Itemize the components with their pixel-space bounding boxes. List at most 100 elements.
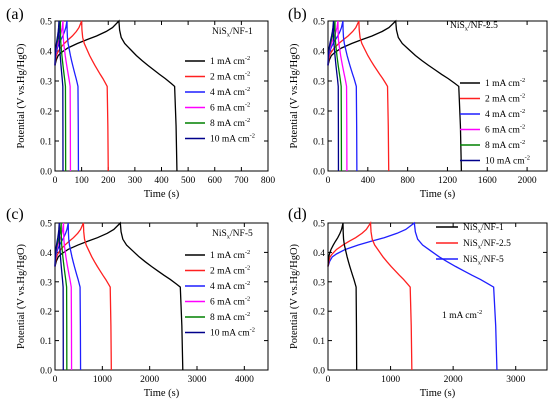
x-axis-label: Time (s) [144,388,180,399]
chart-panel-a: 0 100 200 300 400 500 600 700 800 0.0 0.1 0.2 0.3 0.4… [6,6,275,200]
x-tick-label: 1200 [438,176,457,186]
series-line [327,20,358,172]
legend-entry: NiSx/NF-2.5 [463,239,511,251]
panel-letter: (b) [288,6,307,23]
legend-entry: NiSx/NF-5 [463,255,504,267]
x-tick-label: 100 [75,176,90,186]
legend: NiSx/NF-1 NiSx/NF-2.5 NiSx/NF-5 [436,223,511,267]
x-tick-label: 300 [128,176,143,186]
y-tick-label: 0.3 [40,78,52,88]
y-axis-label: Potential (V vs.Hg/HgO) [16,243,27,349]
x-tick-label: 800 [401,176,416,186]
y-tick-label: 0.1 [40,337,52,347]
legend-entry: 4 mA cm-2 [210,280,250,292]
x-axis-label: Time (s) [144,189,180,200]
series-line [327,222,358,371]
legend-entry: 6 mA cm-2 [210,296,250,308]
x-tick-label: 400 [154,176,169,186]
legend-entry: 10 mA cm-2 [210,327,255,339]
y-tick-label: 0.4 [313,249,325,259]
legend: 1 mA cm-2 2 mA cm-2 4 mA cm-2 6 mA cm-2 8 mA… [460,77,530,167]
legend-entry: 2 mA cm-2 [210,71,250,83]
y-axis-label: Potential (V vs.Hg/HgO) [289,243,300,349]
x-tick-label: 3000 [506,375,525,385]
series-line [327,20,390,172]
y-tick-label: 0.1 [313,138,325,148]
y-tick-label: 0.4 [313,48,325,58]
x-axis-label: Time (s) [420,189,456,200]
x-tick-label: 2000 [518,176,537,186]
y-axis-label: Potential (V vs.Hg/HgO) [289,43,300,149]
material-label: NiSx/NF-2.5 [450,21,498,33]
series-line [327,19,463,172]
panel-letter: (d) [288,206,307,223]
y-tick-label: 0.0 [313,168,325,178]
x-tick-label: 2000 [140,375,159,385]
y-tick-label: 0.4 [40,48,52,58]
series-line [54,222,112,371]
legend-entry: 8 mA cm-2 [210,311,250,323]
y-tick-label: 0.3 [40,278,52,288]
y-tick-label: 0.1 [313,337,325,347]
legend-entry: 4 mA cm-2 [485,108,525,120]
legend-entry: 8 mA cm-2 [485,139,525,151]
y-tick-label: 0.0 [313,367,325,377]
legend-entry: 8 mA cm-2 [210,117,250,129]
legend-entry: 1 mA cm-2 [210,55,250,67]
x-tick-label: 700 [234,176,249,186]
x-tick-label: 200 [101,176,116,186]
x-axis-label: Time (s) [420,388,456,399]
y-tick-label: 0.5 [313,18,325,28]
chart-panel-b: 0 400 800 1200 1600 2000 0.0 0.1 0.2 0.3 0.4 0.5 Tim… [288,6,548,200]
series-line [54,222,64,371]
x-tick-label: 0 [53,176,58,186]
y-tick-label: 0.2 [313,108,325,118]
y-tick-label: 0.2 [313,308,325,318]
y-tick-label: 0.3 [313,78,325,88]
y-tick-label: 0.1 [40,138,52,148]
y-tick-label: 0.2 [40,108,52,118]
y-tick-label: 0.4 [40,249,52,259]
series-line [54,20,64,172]
legend-entry: 6 mA cm-2 [210,102,250,114]
panel-letter: (c) [6,206,24,223]
current-density-annotation: 1 mA cm-2 [442,309,482,321]
x-tick-label: 600 [208,176,223,186]
y-tick-label: 0.0 [40,168,52,178]
x-tick-label: 4000 [235,375,254,385]
legend-entry: 10 mA cm-2 [210,133,255,145]
x-tick-label: 3000 [188,375,207,385]
x-tick-label: 800 [261,176,276,186]
legend-entry: 1 mA cm-2 [210,249,250,261]
x-tick-label: 0 [53,375,58,385]
panel-letter: (a) [6,6,24,23]
series-line [54,222,82,371]
y-tick-label: 0.0 [40,367,52,377]
x-tick-label: 2000 [444,375,463,385]
y-tick-label: 0.5 [313,220,325,230]
legend-entry: 10 mA cm-2 [485,155,530,167]
x-tick-label: 1600 [478,176,497,186]
legend-entry: NiSx/NF-1 [463,223,504,235]
series-line [327,220,413,371]
legend-entry: 4 mA cm-2 [210,86,250,98]
legend-entry: 2 mA cm-2 [210,265,250,277]
series-line [54,20,80,172]
material-label: NiSx/NF-5 [212,229,253,241]
y-tick-label: 0.2 [40,308,52,318]
x-tick-label: 500 [181,176,196,186]
y-axis-label: Potential (V vs.Hg/HgO) [16,43,27,149]
x-tick-label: 1000 [381,375,400,385]
x-tick-label: 0 [326,176,331,186]
legend-entry: 1 mA cm-2 [485,77,525,89]
material-label: NiSx/NF-1 [212,27,253,39]
y-tick-label: 0.3 [313,278,325,288]
legend-entry: 6 mA cm-2 [485,124,525,136]
plot-frame [54,222,269,371]
plot-frame [327,222,548,371]
y-tick-label: 0.5 [40,220,52,230]
x-tick-label: 1000 [93,375,112,385]
plot-frame [327,20,548,172]
chart-panel-c: 0 1000 2000 3000 4000 0.0 0.1 0.2 0.3 0.4 0.5 Time … [6,206,269,399]
